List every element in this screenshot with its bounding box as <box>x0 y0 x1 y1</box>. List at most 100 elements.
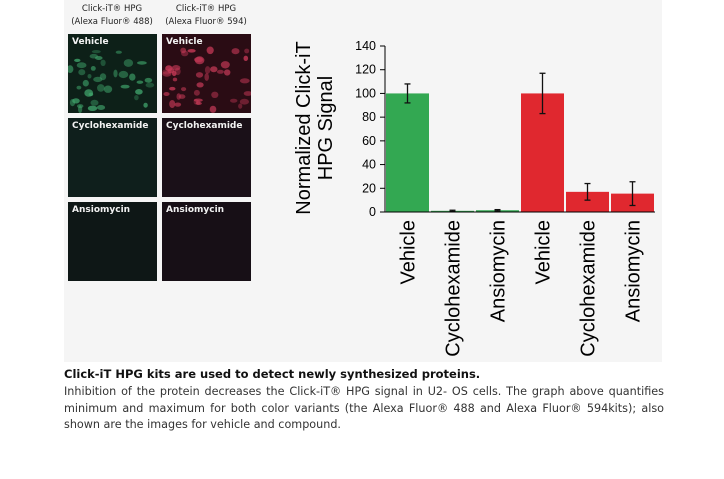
micro-label: Ansiomycin <box>166 205 225 215</box>
cell-spot <box>206 46 214 55</box>
cell-spot <box>162 71 172 77</box>
y-tick-label: 40 <box>362 158 376 172</box>
cell-spot <box>209 105 217 113</box>
cell-spot <box>172 77 178 82</box>
y-axis-title: Normalized Click-iT <box>293 41 315 214</box>
cell-spot <box>76 62 87 69</box>
cell-spot <box>187 49 196 53</box>
bar <box>386 93 429 212</box>
cell-spot <box>230 98 238 103</box>
micro-image-green-vehicle: Vehicle <box>68 34 157 113</box>
micro-image-red-cyclohexamide: Cyclohexamide <box>162 118 251 197</box>
cell-spot <box>239 78 250 84</box>
cell-spot <box>90 66 96 71</box>
micro-label: Cyclohexamide <box>166 121 243 131</box>
cell-spot <box>181 87 187 92</box>
y-tick-label: 60 <box>362 134 376 148</box>
cell-spot <box>76 85 82 90</box>
cell-spot <box>239 98 249 105</box>
cell-spot <box>243 55 249 61</box>
cell-spot <box>180 47 187 54</box>
micro-image-green-cyclohexamide: Cyclohexamide <box>68 118 157 197</box>
cell-spot <box>204 66 211 74</box>
cell-spot <box>210 66 218 73</box>
cell-spot <box>87 105 98 112</box>
micro-label: Vehicle <box>166 37 203 47</box>
cell-spot <box>174 102 182 107</box>
micro-col-header-488: Click-iT® HPG (Alexa Fluor® 488) <box>71 4 153 27</box>
x-tick-label: Ansiomycin <box>623 220 645 322</box>
cell-spot <box>88 92 94 97</box>
cell-spot <box>100 59 106 66</box>
bar-chart: 0 20 40 60 80 100 120 140 Normalized Click-iT HPG… <box>293 39 655 357</box>
cell-spot <box>145 82 155 88</box>
cell-spot <box>90 99 99 106</box>
y-tick-label: 140 <box>355 39 376 53</box>
cell-spot <box>224 69 231 76</box>
cell-spot <box>115 50 122 54</box>
cell-spot <box>118 70 129 79</box>
cell-spot <box>196 82 204 88</box>
cell-spot <box>163 92 170 96</box>
cells-green-vehicle <box>68 50 155 113</box>
cell-spot <box>113 69 118 78</box>
micro-label: Ansiomycin <box>72 205 131 215</box>
cell-spot <box>195 101 202 105</box>
cell-spot <box>96 105 106 110</box>
cell-spot <box>193 89 200 96</box>
micro-col-header-594: Click-iT® HPG (Alexa Fluor® 594) <box>165 4 247 27</box>
y-tick-label: 80 <box>362 110 376 124</box>
cell-spot <box>95 56 103 60</box>
caption-body: Inhibition of the protein decreases the … <box>64 385 664 431</box>
cell-spot <box>136 80 144 84</box>
cell-spot <box>103 85 113 93</box>
cell-spot <box>194 56 205 65</box>
cell-spot <box>82 79 89 87</box>
x-tick-label: Ansiomycin <box>488 220 510 322</box>
cell-spot <box>93 76 103 83</box>
cell-spot <box>204 73 209 81</box>
cell-spot <box>144 77 153 83</box>
cell-spot <box>78 105 83 113</box>
cell-spot <box>129 73 136 81</box>
y-tick-label: 20 <box>362 181 376 195</box>
cell-spot <box>216 69 224 74</box>
cell-spot <box>243 91 251 96</box>
y-axis-title: HPG Signal <box>315 76 337 181</box>
cell-spot <box>169 86 176 91</box>
cell-spot <box>174 67 181 76</box>
cell-spot <box>211 91 219 98</box>
cells-red-vehicle <box>162 46 251 113</box>
micro-image-red-ansiomycin: Ansiomycin <box>162 202 251 281</box>
cell-spot <box>171 65 181 71</box>
cell-spot <box>74 58 81 62</box>
cell-spot <box>137 61 147 65</box>
micro-label: Vehicle <box>72 37 109 47</box>
cell-spot <box>244 48 250 54</box>
y-tick-label: 120 <box>355 63 376 77</box>
cell-spot <box>176 93 181 100</box>
cell-spot <box>97 84 105 92</box>
cell-spot <box>123 59 134 67</box>
cell-spot <box>68 65 74 73</box>
micro-label: Cyclohexamide <box>72 121 149 131</box>
cell-spot <box>91 50 101 54</box>
micro-image-green-ansiomycin: Ansiomycin <box>68 202 157 281</box>
cell-spot <box>169 100 176 108</box>
cell-spot <box>78 69 86 76</box>
cell-spot <box>134 95 139 101</box>
cell-spot <box>135 89 143 95</box>
x-tick-label: Vehicle <box>398 220 420 285</box>
cell-spot <box>231 48 240 55</box>
cell-spot <box>143 102 148 108</box>
cell-spot <box>193 98 199 105</box>
cell-spot <box>87 74 92 79</box>
caption-title: Click-iT HPG kits are used to detect new… <box>64 367 481 381</box>
y-tick-label: 100 <box>355 86 376 100</box>
cell-spot <box>195 72 204 78</box>
bar <box>566 191 609 212</box>
x-tick-label: Cyclohexamide <box>443 220 465 357</box>
micro-image-red-vehicle: Vehicle <box>162 34 251 113</box>
cell-spot <box>196 100 201 105</box>
x-tick-label: Cyclohexamide <box>578 220 600 357</box>
